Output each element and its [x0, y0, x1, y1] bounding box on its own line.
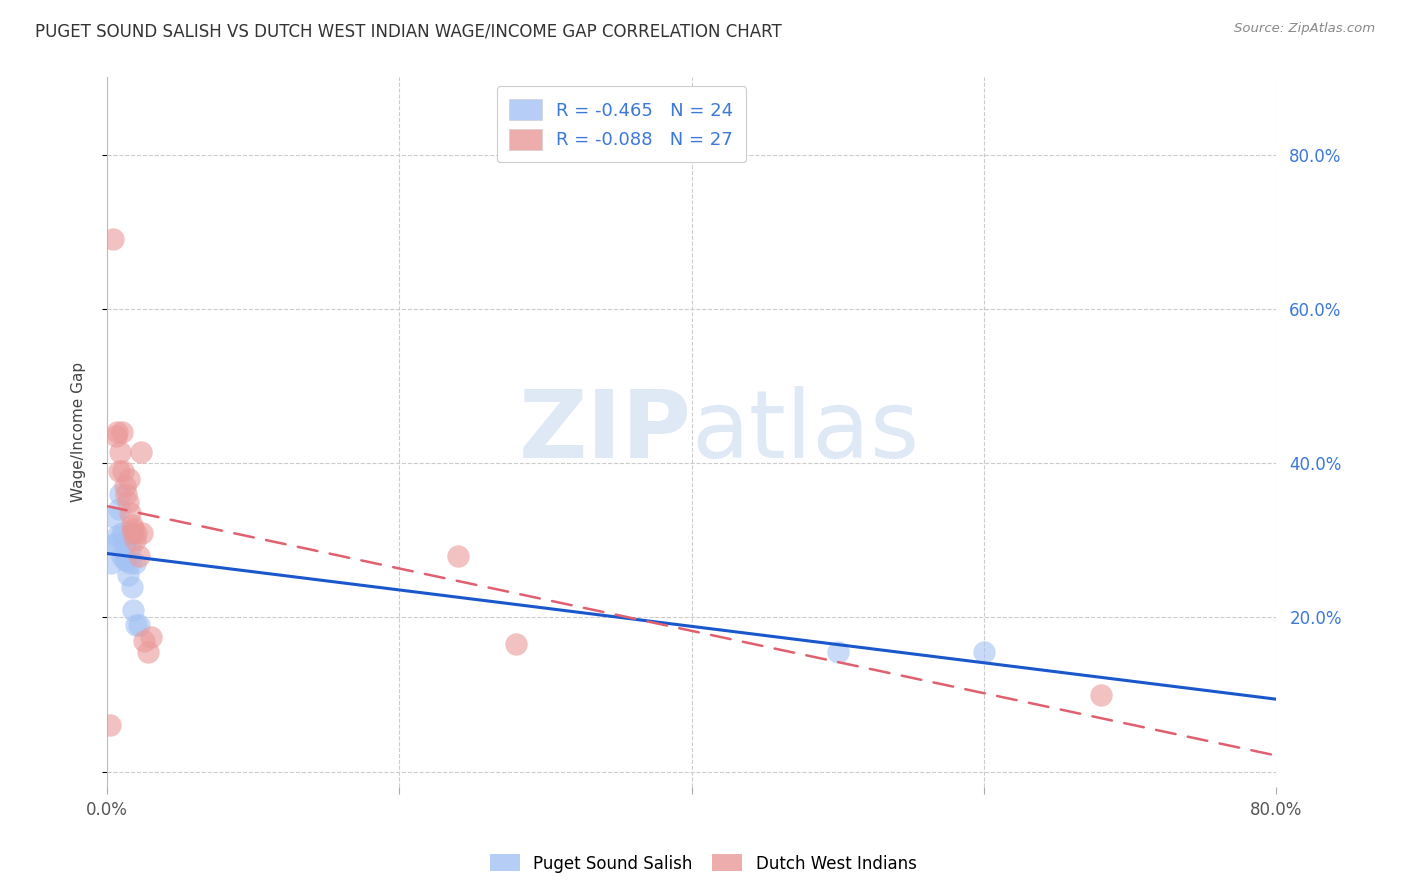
- Point: [105, 529, 128, 543]
- Point: [128, 618, 150, 632]
- Y-axis label: Wage/Income Gap: Wage/Income Gap: [72, 362, 86, 502]
- Legend: R = -0.465   N = 24, R = -0.088   N = 27: R = -0.465 N = 24, R = -0.088 N = 27: [496, 87, 747, 162]
- Point: [131, 525, 153, 540]
- Point: [114, 479, 136, 493]
- Point: [505, 637, 527, 651]
- Point: [117, 494, 139, 508]
- Point: [827, 645, 849, 659]
- Point: [111, 525, 134, 540]
- Point: [122, 603, 145, 617]
- Point: [120, 557, 142, 571]
- Point: [132, 633, 155, 648]
- Point: [1090, 688, 1112, 702]
- Point: [139, 630, 162, 644]
- Point: [124, 557, 146, 571]
- Point: [101, 537, 124, 551]
- Point: [447, 549, 470, 563]
- Point: [128, 549, 150, 563]
- Point: [122, 525, 145, 540]
- Point: [110, 487, 132, 501]
- Point: [118, 529, 141, 543]
- Point: [120, 506, 142, 520]
- Point: [100, 557, 122, 571]
- Point: [110, 444, 132, 458]
- Text: ZIP: ZIP: [519, 386, 692, 478]
- Point: [111, 549, 134, 563]
- Point: [125, 618, 148, 632]
- Point: [118, 472, 141, 486]
- Point: [103, 510, 125, 524]
- Point: [121, 517, 143, 532]
- Point: [111, 425, 134, 440]
- Point: [112, 529, 135, 543]
- Legend: Puget Sound Salish, Dutch West Indians: Puget Sound Salish, Dutch West Indians: [482, 847, 924, 880]
- Point: [136, 645, 159, 659]
- Text: atlas: atlas: [692, 386, 920, 478]
- Point: [121, 580, 143, 594]
- Point: [105, 425, 128, 440]
- Point: [120, 541, 142, 555]
- Point: [125, 525, 148, 540]
- Point: [115, 552, 138, 566]
- Point: [114, 552, 136, 566]
- Point: [104, 429, 127, 443]
- Text: PUGET SOUND SALISH VS DUTCH WEST INDIAN WAGE/INCOME GAP CORRELATION CHART: PUGET SOUND SALISH VS DUTCH WEST INDIAN …: [35, 22, 782, 40]
- Point: [122, 522, 145, 536]
- Point: [107, 464, 129, 478]
- Point: [115, 487, 138, 501]
- Point: [114, 537, 136, 551]
- Text: Source: ZipAtlas.com: Source: ZipAtlas.com: [1234, 22, 1375, 36]
- Point: [107, 502, 129, 516]
- Point: [98, 718, 121, 732]
- Point: [973, 645, 995, 659]
- Point: [124, 533, 146, 548]
- Point: [129, 444, 152, 458]
- Point: [104, 537, 127, 551]
- Point: [117, 568, 139, 582]
- Point: [101, 232, 124, 246]
- Point: [112, 464, 135, 478]
